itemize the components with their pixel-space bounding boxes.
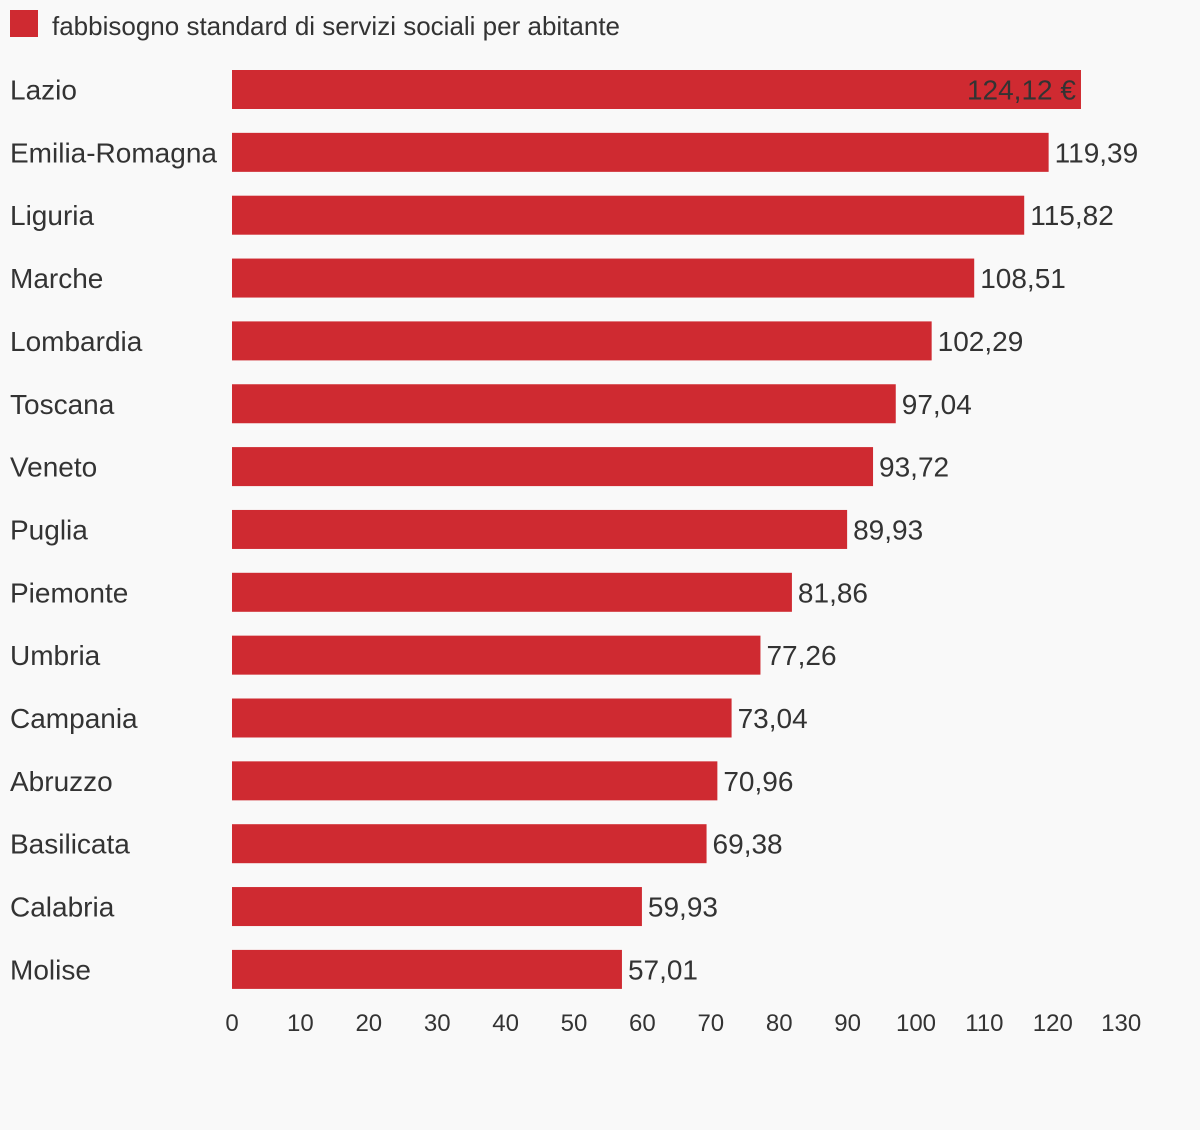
- x-tick-label: 70: [697, 1010, 724, 1037]
- x-tick-label: 100: [896, 1010, 936, 1037]
- value-label: 69,38: [713, 829, 783, 860]
- value-label: 124,12 €: [967, 75, 1076, 106]
- bar: [232, 70, 1081, 109]
- value-label: 73,04: [738, 703, 808, 734]
- x-tick-label: 50: [561, 1010, 588, 1037]
- category-label: Molise: [10, 954, 91, 985]
- category-label: Liguria: [10, 200, 94, 231]
- value-label: 70,96: [723, 766, 793, 797]
- x-tick-label: 60: [629, 1010, 656, 1037]
- value-labels: 124,12 € 119,39 115,82 108,51 102,29 97,04 93,…: [628, 75, 1138, 986]
- x-tick-label: 40: [492, 1010, 519, 1037]
- value-label: 77,26: [766, 640, 836, 671]
- bar: [232, 447, 874, 487]
- category-label: Veneto: [10, 452, 97, 483]
- category-label: Basilicata: [10, 829, 130, 860]
- bar: [232, 132, 1049, 172]
- category-label: Puglia: [10, 514, 88, 545]
- value-label: 89,93: [853, 514, 923, 545]
- category-label: Calabria: [10, 892, 115, 923]
- legend-swatch: [10, 10, 38, 37]
- category-label: Marche: [10, 263, 103, 294]
- bar: [232, 761, 718, 801]
- bar: [232, 258, 975, 298]
- category-label: Emilia-Romagna: [10, 137, 217, 168]
- bar: [232, 698, 732, 738]
- value-label: 57,01: [628, 954, 698, 985]
- value-label: 108,51: [980, 263, 1066, 294]
- bar: [232, 635, 761, 675]
- value-label: 115,82: [1030, 200, 1114, 231]
- value-label: 97,04: [902, 389, 972, 420]
- value-label: 93,72: [879, 452, 949, 483]
- bar: [232, 824, 707, 864]
- value-label: 59,93: [648, 892, 718, 923]
- bar: [232, 195, 1025, 235]
- x-tick-label: 120: [1033, 1010, 1073, 1037]
- category-label: Lombardia: [10, 326, 143, 357]
- bar: [232, 949, 622, 989]
- category-label: Piemonte: [10, 577, 128, 608]
- value-label: 119,39: [1055, 137, 1139, 168]
- x-tick-label: 20: [355, 1010, 382, 1037]
- category-labels: Lazio Emilia-Romagna Liguria Marche Lombardi…: [10, 75, 217, 986]
- category-label: Campania: [10, 703, 138, 734]
- legend-label: fabbisogno standard di servizi sociali p…: [52, 11, 620, 41]
- x-tick-label: 80: [766, 1010, 793, 1037]
- category-label: Abruzzo: [10, 766, 113, 797]
- value-label: 81,86: [798, 577, 868, 608]
- legend: fabbisogno standard di servizi sociali p…: [10, 10, 620, 41]
- bar: [232, 509, 848, 549]
- category-label: Umbria: [10, 640, 101, 671]
- value-label: 102,29: [938, 326, 1024, 357]
- x-tick-label: 90: [834, 1010, 861, 1037]
- category-label: Lazio: [10, 75, 77, 106]
- bar: [232, 321, 932, 361]
- x-tick-label: 30: [424, 1010, 451, 1037]
- bars: [232, 70, 1081, 989]
- x-axis: 0 10 20 30 40 50 60 70 80 90 100 110 120 130: [225, 1010, 1141, 1037]
- x-tick-label: 10: [287, 1010, 314, 1037]
- bar: [232, 572, 792, 612]
- bar: [232, 887, 642, 927]
- x-tick-label: 110: [965, 1010, 1003, 1037]
- category-label: Toscana: [10, 389, 115, 420]
- x-tick-label: 130: [1101, 1010, 1141, 1037]
- bar: [232, 384, 896, 424]
- x-tick-label: 0: [225, 1010, 238, 1037]
